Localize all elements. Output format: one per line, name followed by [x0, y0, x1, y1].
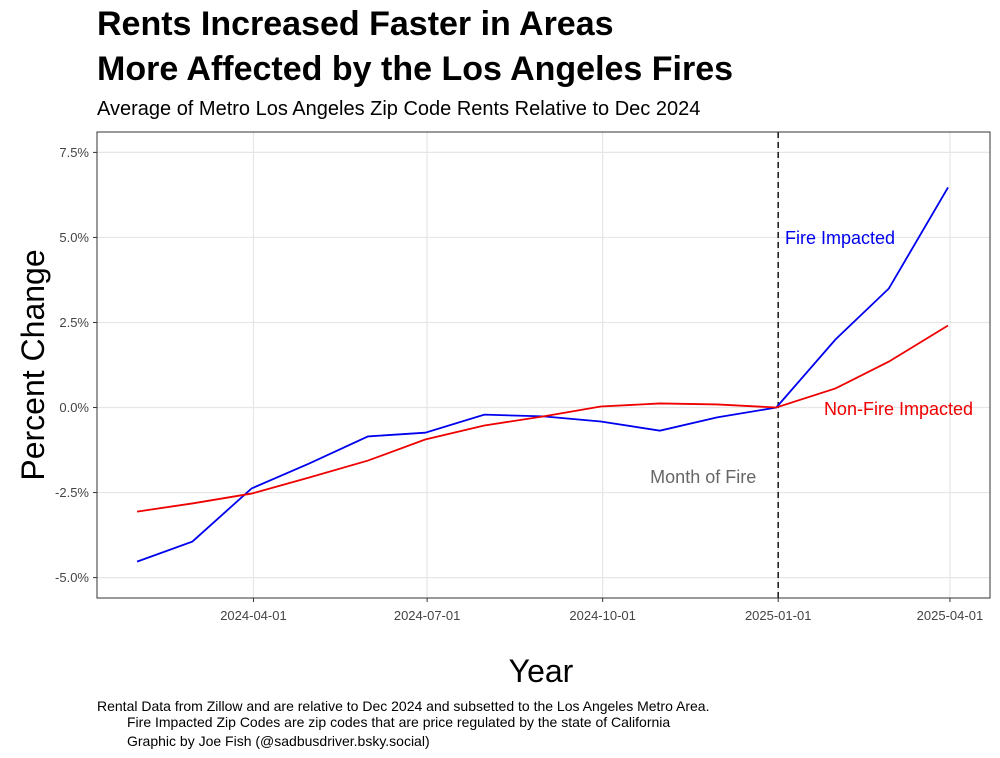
y-tick-label: -2.5% — [55, 485, 89, 500]
legend-label: Fire Impacted — [785, 228, 895, 248]
x-tick-label: 2025-01-01 — [745, 608, 812, 623]
x-tick-label: 2024-10-01 — [569, 608, 636, 623]
x-tick-label: 2025-04-01 — [917, 608, 984, 623]
chart-title: Rents Increased Faster in Areas — [97, 5, 614, 43]
x-tick-label: 2024-04-01 — [220, 608, 287, 623]
y-tick-label: 7.5% — [59, 145, 89, 160]
y-tick-label: -5.0% — [55, 570, 89, 585]
caption: Graphic by Joe Fish (@sadbusdriver.bsky.… — [127, 733, 430, 749]
caption: Fire Impacted Zip Codes are zip codes th… — [127, 714, 670, 730]
x-tick-label: 2024-07-01 — [394, 608, 461, 623]
legend-label: Non-Fire Impacted — [824, 399, 973, 419]
y-tick-label: 2.5% — [59, 315, 89, 330]
plot-background — [97, 132, 990, 598]
y-axis-label: Percent Change — [15, 249, 51, 480]
caption: Rental Data from Zillow and are relative… — [97, 698, 709, 714]
y-tick-label: 5.0% — [59, 230, 89, 245]
chart-subtitle: Average of Metro Los Angeles Zip Code Re… — [97, 98, 700, 120]
series-line — [136, 324, 949, 513]
y-tick-label: 0.0% — [59, 400, 89, 415]
chart-title: More Affected by the Los Angeles Fires — [97, 50, 733, 88]
x-axis-label: Year — [509, 653, 574, 689]
annotation: Month of Fire — [650, 467, 756, 487]
plot-border — [96, 131, 991, 599]
